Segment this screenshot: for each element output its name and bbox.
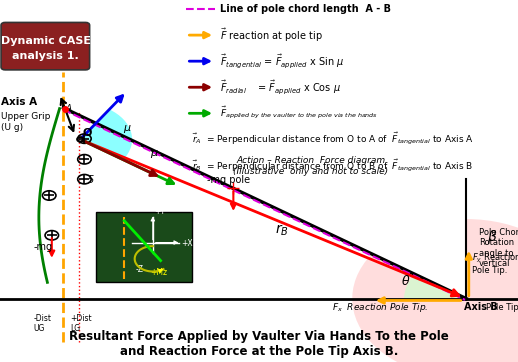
Text: $F_x$  Reaction Pole Tip.: $F_x$ Reaction Pole Tip. [332, 301, 428, 314]
Text: -Dist
UG: -Dist UG [34, 314, 52, 333]
Text: +X: +X [181, 239, 193, 248]
Text: Axis A: Axis A [1, 97, 37, 107]
Text: -mg: -mg [34, 242, 53, 252]
Text: analysis 1.: analysis 1. [12, 51, 79, 61]
Bar [96, 212, 192, 282]
Text: $\vec{F}_{applied\ by\ the\ vaulter\ to\ the\ pole\ via\ the\ hands}$: $\vec{F}_{applied\ by\ the\ vaulter\ to\… [220, 105, 378, 121]
Text: $\vec{r}_B$  = Perpendicular distance from O to B of  $\vec{F}_{tangential}$ to : $\vec{r}_B$ = Perpendicular distance fro… [192, 157, 473, 173]
Text: -Z: -Z [136, 265, 143, 274]
Text: Action – Reaction  Force diagram
(Illustrative  only and not to scale): Action – Reaction Force diagram (Illustr… [233, 156, 388, 176]
Text: Dynamic CASE: Dynamic CASE [1, 35, 91, 46]
Text: (U g): (U g) [1, 123, 23, 132]
Text: $\theta$: $\theta$ [401, 274, 410, 289]
Text: $\mu$: $\mu$ [150, 148, 159, 160]
Text: +Dist
LG: +Dist LG [70, 314, 92, 333]
Text: Upper Grip: Upper Grip [1, 113, 50, 122]
Text: $\vec{F}_{radial}$    = $\vec{F}_{applied}$ x Cos $\mu$: $\vec{F}_{radial}$ = $\vec{F}_{applied}$… [220, 78, 341, 96]
Text: -mg pole: -mg pole [207, 175, 251, 185]
Text: Pole Tip: Pole Tip [486, 303, 518, 312]
Text: $\mu$: $\mu$ [123, 123, 132, 135]
Wedge shape [80, 109, 132, 160]
Text: $F_y$ Reaction
Pole Tip.: $F_y$ Reaction Pole Tip. [472, 252, 518, 275]
Text: +Mz: +Mz [150, 268, 167, 277]
Wedge shape [404, 274, 466, 299]
Text: $\vec{F}_{tangential}$ = $\vec{F}_{applied}$ x Sin $\mu$: $\vec{F}_{tangential}$ = $\vec{F}_{appli… [220, 52, 344, 70]
Text: +Y: +Y [154, 207, 165, 216]
Text: $\beta$: $\beta$ [487, 228, 497, 246]
Text: $\vec{r}_A$  = Perpendicular distance from O to A of  $\vec{F}_{tangential}$ to : $\vec{r}_A$ = Perpendicular distance fro… [192, 131, 473, 147]
FancyBboxPatch shape [1, 22, 90, 70]
Wedge shape [352, 219, 518, 362]
Text: Pole Chord
Rotation
angle to
vertical: Pole Chord Rotation angle to vertical [479, 228, 518, 268]
Text: $r_A$: $r_A$ [60, 100, 72, 114]
Text: O: O [83, 129, 92, 139]
Text: 5: 5 [88, 175, 94, 185]
Text: Axis B: Axis B [464, 302, 497, 312]
Text: Resultant Force Applied by Vaulter Via Hands To the Pole
and Reaction Force at t: Resultant Force Applied by Vaulter Via H… [69, 330, 449, 358]
Text: Line of pole chord length  A - B: Line of pole chord length A - B [220, 4, 391, 14]
Text: $\vec{F}$ reaction at pole tip: $\vec{F}$ reaction at pole tip [220, 26, 323, 44]
Text: $r_B$: $r_B$ [275, 223, 289, 238]
